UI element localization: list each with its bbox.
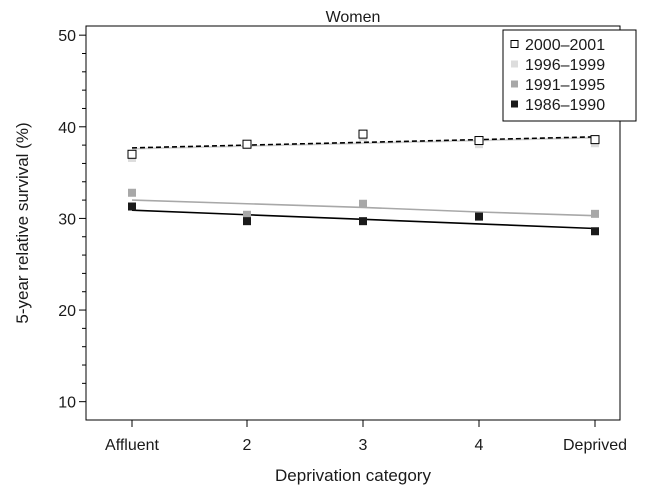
data-point	[243, 210, 251, 219]
legend: 2000–2001 1996–1999 1991–1995 1986–1990	[502, 29, 637, 122]
legend-box	[502, 29, 637, 122]
legend-label: 2000–2001	[525, 37, 605, 54]
y-axis-title: 5-year relative survival (%)	[13, 122, 32, 323]
legend-label: 1991–1995	[525, 77, 605, 94]
legend-marker	[511, 100, 518, 108]
data-point	[359, 217, 367, 226]
x-tick-label: 4	[475, 437, 484, 454]
y-tick-label: 10	[58, 395, 76, 412]
data-point	[359, 199, 367, 208]
trend-line-1	[131, 136, 596, 150]
data-point	[243, 217, 251, 226]
legend-marker	[511, 80, 518, 88]
trend-line-0	[131, 136, 596, 149]
y-tick-label: 50	[58, 28, 76, 45]
data-point	[127, 149, 137, 159]
legend-marker	[510, 40, 519, 48]
data-point	[358, 129, 368, 139]
legend-label: 1986–1990	[525, 97, 605, 114]
data-point	[475, 212, 483, 221]
data-point	[591, 227, 599, 236]
data-point	[591, 209, 599, 218]
plot-frame	[85, 25, 621, 421]
data-points	[127, 129, 600, 236]
data-point	[128, 202, 136, 211]
axes: 10 20 30 40 50 Affluent 2 3 4 Deprived	[58, 25, 627, 454]
x-tick-label: 3	[359, 437, 368, 454]
y-tick-label: 40	[58, 120, 76, 137]
data-point	[128, 188, 136, 197]
x-tick-label: Deprived	[563, 437, 627, 454]
x-axis-title: Deprivation category	[275, 466, 431, 485]
data-point	[474, 136, 484, 146]
legend-label: 1996–1999	[525, 57, 605, 74]
x-tick-label: 2	[243, 437, 252, 454]
legend-marker	[511, 60, 518, 68]
chart-title: Women	[326, 9, 381, 26]
y-tick-label: 20	[58, 303, 76, 320]
x-tick-label: Affluent	[105, 437, 160, 454]
y-tick-label: 30	[58, 211, 76, 228]
data-point	[242, 139, 252, 149]
trend-lines	[131, 136, 596, 230]
data-point	[590, 135, 600, 145]
